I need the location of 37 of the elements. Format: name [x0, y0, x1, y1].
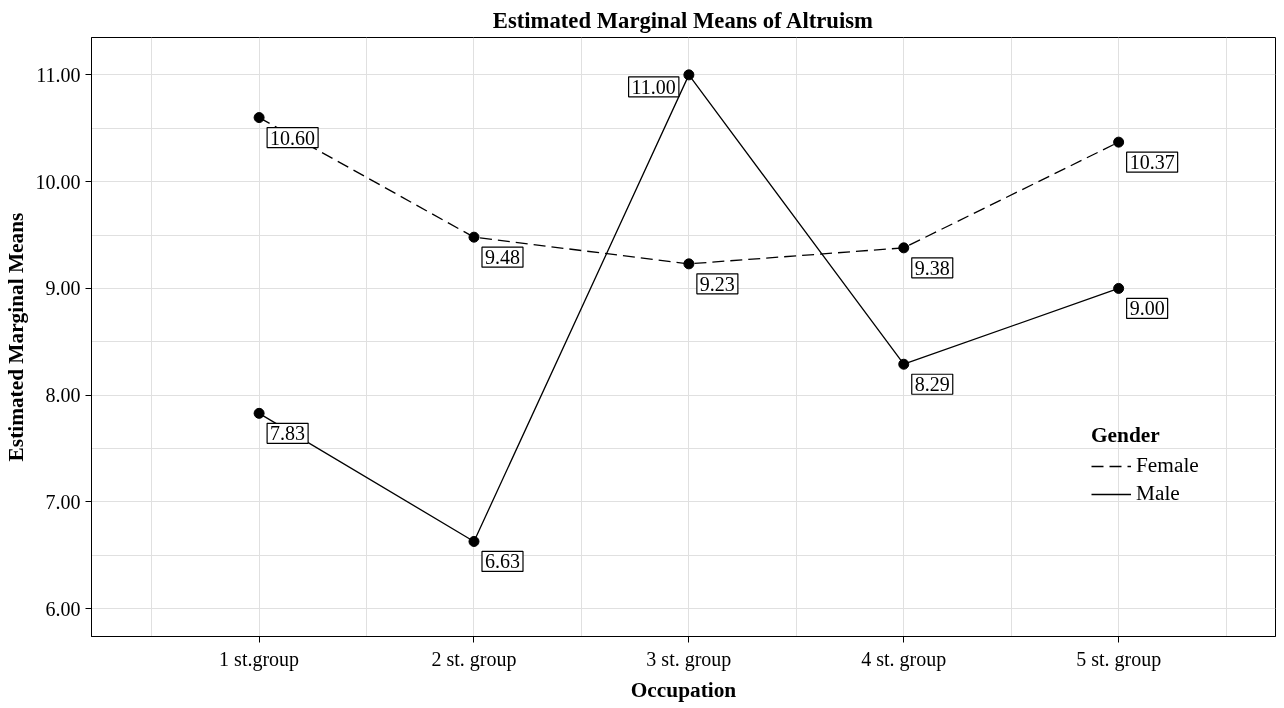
data-label: 10.37	[1129, 151, 1175, 174]
y-tick-label: 11.00	[36, 63, 81, 86]
y-tick-label: 8.00	[45, 384, 81, 407]
point	[468, 535, 480, 547]
legend-label: Male	[1136, 481, 1180, 506]
x-tick-label: 5 st. group	[1076, 647, 1162, 671]
data-label: 11.00	[631, 75, 676, 98]
point	[898, 358, 910, 370]
y-tick-label: 9.00	[45, 277, 81, 300]
point	[1113, 136, 1125, 148]
x-tick-label: 4 st. group	[861, 647, 947, 671]
y-tick-label: 10.00	[35, 170, 81, 193]
y-axis-title: Estimated Marginal Means	[3, 212, 28, 462]
data-label: 9.48	[484, 246, 520, 269]
data-label: 7.83	[270, 422, 306, 445]
point	[683, 69, 695, 81]
data-label: 9.23	[699, 272, 735, 295]
data-label: 10.60	[270, 126, 316, 149]
y-tick-label: 6.00	[45, 597, 81, 620]
point	[468, 231, 480, 243]
point	[898, 242, 910, 254]
point	[1113, 282, 1125, 294]
data-label: 6.63	[484, 550, 520, 573]
legend-title: Gender	[1091, 423, 1161, 448]
point	[683, 258, 695, 270]
x-tick-label: 1 st.group	[219, 647, 300, 671]
point	[253, 407, 265, 419]
legend-label: Female	[1136, 453, 1199, 478]
data-label: 9.38	[914, 256, 950, 279]
chart-title: Estimated Marginal Means of Altruism	[492, 7, 874, 33]
x-tick-label: 2 st. group	[431, 647, 517, 671]
x-tick-label: 3 st. group	[646, 647, 732, 671]
y-tick-label: 7.00	[45, 490, 81, 513]
data-label: 9.00	[1129, 297, 1165, 320]
point	[253, 112, 265, 124]
x-axis-title: Occupation	[630, 677, 737, 702]
data-label: 8.29	[914, 373, 950, 396]
